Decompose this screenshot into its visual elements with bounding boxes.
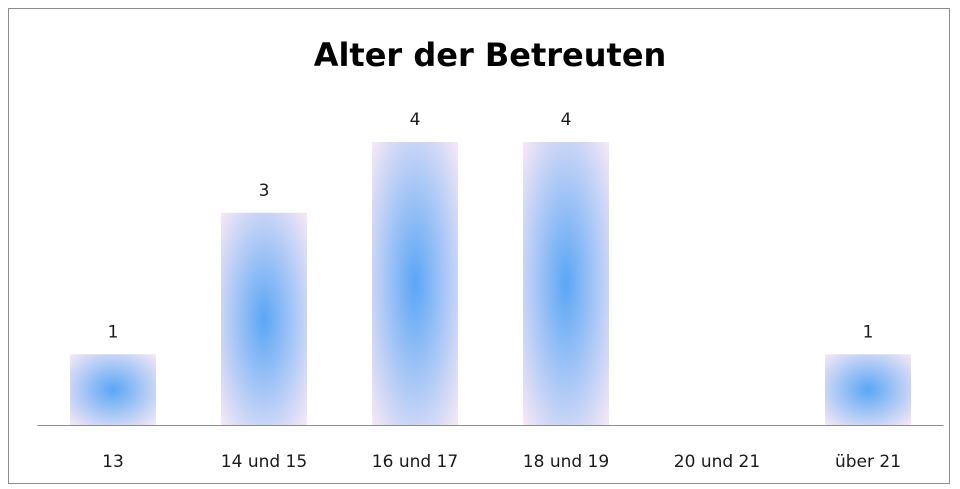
data-label: 4 — [410, 110, 421, 130]
x-tick-label: über 21 — [835, 452, 901, 472]
data-label: 3 — [259, 181, 270, 201]
chart-frame — [8, 8, 950, 484]
bar — [523, 142, 609, 425]
data-label: 1 — [863, 322, 874, 342]
bar — [372, 142, 458, 425]
x-tick-label: 20 und 21 — [674, 452, 760, 472]
bar — [70, 354, 156, 425]
x-tick-label: 18 und 19 — [523, 452, 609, 472]
x-tick-label: 13 — [102, 452, 124, 472]
data-label: 1 — [108, 322, 119, 342]
data-label: 4 — [561, 110, 572, 130]
x-tick-label: 16 und 17 — [372, 452, 458, 472]
bar — [221, 212, 307, 425]
chart-title: Alter der Betreuten — [314, 36, 667, 74]
x-tick-label: 14 und 15 — [221, 452, 307, 472]
bar — [825, 354, 911, 425]
